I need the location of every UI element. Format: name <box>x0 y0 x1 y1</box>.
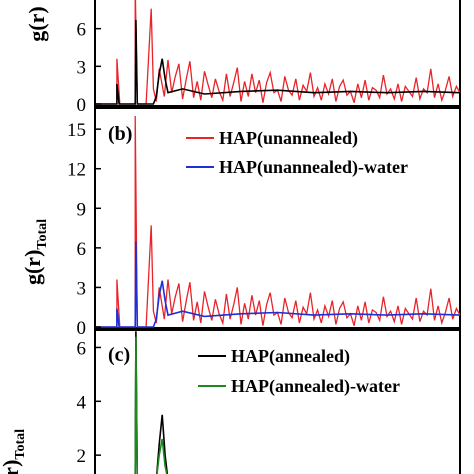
panel-b-ylabel: g(r)Total <box>20 219 50 285</box>
panel-c-ylabel-main: g(r) <box>0 460 23 474</box>
series-line-b-blue-unannealed-water <box>95 241 461 328</box>
panel-c-frame <box>94 329 461 474</box>
ytick-label-b-12: 12 <box>67 160 86 181</box>
ytick-label-a-0: 0 <box>77 95 87 116</box>
ytick-label-c-6: 6 <box>77 338 87 359</box>
series-line-c-green-annealed-water <box>134 336 168 474</box>
panel-b-ylabel-sub: Total <box>35 219 50 250</box>
ytick-label-a-6: 6 <box>77 20 87 41</box>
panel-b-frame <box>94 107 461 329</box>
ytick-label-b-6: 6 <box>77 239 87 260</box>
panel-b: 0 3 6 9 12 15 (b) HAP(unannealed) HAP(unannea… <box>20 107 461 339</box>
legend-label-hap-annealed-water: HAP(annealed)-water <box>231 376 400 397</box>
series-line-a-red-unannealed <box>95 0 461 105</box>
ytick-label-a-3: 3 <box>77 57 87 78</box>
panel-c-ylabel-sub: Total <box>13 429 28 460</box>
ytick-label-b-15: 15 <box>67 120 86 141</box>
ytick-label-c-2: 2 <box>77 446 87 467</box>
panel-c-tag: (c) <box>108 344 130 366</box>
series-line-b-red-unannealed <box>95 115 461 328</box>
legend-label-hap-annealed: HAP(annealed) <box>231 346 350 367</box>
ytick-label-b-3: 3 <box>77 278 87 299</box>
series-line-a-black-unannealed-avg <box>95 19 461 105</box>
panel-c-ylabel: g(r)Total <box>0 429 28 474</box>
panel-c: 2 4 6 (c) HAP(annealed) HAP(annealed)-wate… <box>0 329 461 474</box>
panel-a-frame <box>94 0 461 107</box>
panel-c-legend: HAP(annealed) HAP(annealed)-water <box>198 346 400 397</box>
panel-b-legend: HAP(unannealed) HAP(unannealed)-water <box>186 128 408 178</box>
legend-label-hap-unannealed-water: HAP(unannealed)-water <box>219 157 408 178</box>
legend-label-hap-unannealed: HAP(unannealed) <box>219 128 358 149</box>
ytick-label-c-4: 4 <box>77 392 87 413</box>
panel-a-ylabel: g(r) <box>24 6 49 41</box>
ytick-label-b-0: 0 <box>77 318 87 339</box>
panel-b-tag: (b) <box>108 123 132 145</box>
ytick-label-b-9: 9 <box>77 199 87 220</box>
panel-a: 0 3 6 g(r) <box>24 0 461 116</box>
panel-b-ylabel-main: g(r) <box>20 250 45 285</box>
